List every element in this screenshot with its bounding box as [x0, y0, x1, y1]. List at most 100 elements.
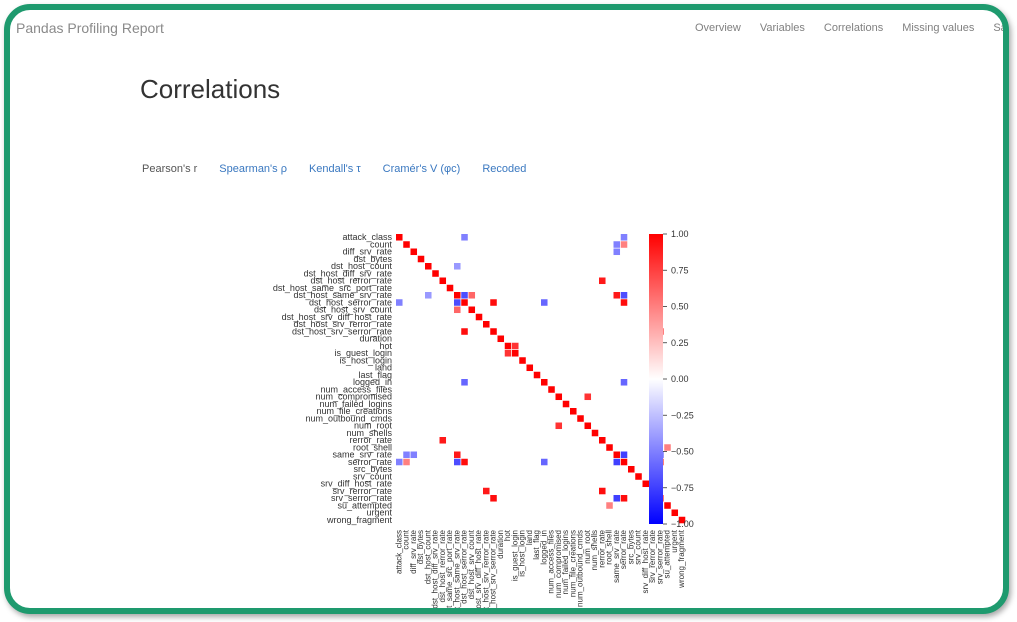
x-tick-label: diff_srv_rate — [409, 529, 418, 573]
heatmap-cell — [620, 458, 628, 466]
y-tick-label: num_root — [354, 421, 393, 431]
heatmap-cell — [410, 451, 418, 459]
heatmap-cell — [541, 299, 548, 306]
heatmap-cell — [490, 328, 497, 335]
colorbar-tick-label: −1.00 — [671, 519, 694, 529]
x-tick-label: same_srv_rate — [612, 529, 621, 582]
tab-cramers-v[interactable]: Cramér's V (φc) — [382, 163, 461, 175]
heatmap-cell — [613, 495, 621, 502]
heatmap-cell — [461, 458, 468, 466]
heatmap-cell — [642, 480, 650, 488]
x-tick-label: hot — [503, 529, 512, 541]
heatmap-cell — [396, 458, 403, 466]
y-tick-label: is_host_login — [339, 355, 392, 365]
tab-spearman[interactable]: Spearman's ρ — [219, 163, 287, 175]
correlation-heatmap: attack_classcountdiff_srv_ratedst_bytesd… — [273, 229, 694, 608]
x-tick-label: num_file_creations — [568, 530, 577, 597]
heatmap-cell — [504, 342, 512, 350]
x-tick-label: su_attempted — [663, 530, 672, 578]
y-tick-label: diff_srv_rate — [343, 247, 392, 257]
tab-pearson[interactable]: Pearson's r — [142, 163, 198, 175]
x-tick-label: is_host_login — [518, 530, 527, 577]
x-tick-label: count — [402, 529, 411, 549]
heatmap-cell — [613, 241, 621, 248]
heatmap-cell — [461, 328, 468, 335]
heatmap-cell — [439, 277, 447, 285]
heatmap-cell — [396, 234, 403, 241]
y-tick-label: is_guest_login — [334, 348, 392, 358]
y-tick-label: num_failed_logins — [319, 399, 392, 409]
heatmap-cell — [606, 444, 613, 451]
y-tick-label: dst_host_srv_count — [314, 305, 393, 315]
heatmap-cell — [620, 495, 628, 502]
heatmap-cell — [584, 393, 592, 401]
heatmap-cell — [620, 299, 628, 306]
nav-correlations[interactable]: Correlations — [823, 22, 884, 34]
x-tick-label: last_flag — [532, 530, 541, 560]
colorbar-tick-label: −0.75 — [671, 483, 694, 493]
heatmap-cell — [620, 379, 628, 386]
heatmap-cell — [555, 393, 563, 401]
heatmap-cell — [461, 379, 468, 386]
heatmap-cell — [490, 299, 497, 306]
heatmap-cell — [577, 415, 584, 422]
nav-overview[interactable]: Overview — [695, 22, 741, 34]
heatmap-cell — [403, 451, 410, 459]
x-tick-label: num_root — [583, 529, 592, 564]
heatmap-cell — [541, 379, 548, 386]
x-tick-label: duration — [496, 530, 505, 559]
brand-title[interactable]: Pandas Profiling Report — [16, 20, 164, 36]
nav-missing-values[interactable]: Missing values — [902, 22, 975, 34]
heatmap-cell — [454, 292, 461, 299]
heatmap-cell — [613, 292, 621, 299]
heatmap-cell — [526, 364, 534, 372]
y-tick-label: dst_host_srv_serror_rate — [292, 326, 392, 336]
x-tick-label: dst_bytes — [416, 530, 425, 564]
y-tick-label: num_access_files — [320, 384, 392, 394]
heatmap-cell — [483, 487, 490, 495]
y-tick-label: serror_rate — [348, 457, 392, 467]
tab-recoded[interactable]: Recoded — [482, 163, 527, 175]
nav-variables[interactable]: Variables — [759, 22, 805, 34]
x-tick-label: dst_host_serror_rate — [460, 529, 469, 603]
y-tick-label: dst_host_srv_rerror_rate — [293, 319, 392, 329]
x-tick-label: srv_count — [634, 529, 643, 564]
heatmap-cell — [613, 458, 621, 466]
x-tick-label: num_access_files — [547, 530, 556, 594]
colorbar-tick-label: 0.50 — [671, 302, 689, 312]
page-title: Correlations — [140, 74, 281, 104]
y-tick-label: dst_host_srv_diff_host_rate — [282, 312, 392, 322]
y-tick-label: dst_host_count — [331, 261, 393, 271]
x-tick-label: dst_host_same_srv_rate — [452, 529, 461, 608]
y-tick-label: hot — [379, 341, 392, 351]
heatmap-cell — [461, 234, 468, 241]
tab-kendall[interactable]: Kendall's τ — [308, 163, 361, 175]
y-tick-label: srv_rerror_rate — [332, 486, 392, 496]
y-tick-label: duration — [359, 334, 392, 344]
heatmap-cell — [417, 255, 425, 263]
y-tick-label: urgent — [366, 508, 392, 518]
heatmap-cell — [483, 321, 490, 328]
heatmap-cell — [620, 292, 628, 299]
heatmap-cell — [410, 248, 418, 256]
heatmap-cell — [548, 386, 555, 393]
heatmap-cell — [519, 357, 526, 364]
colorbar-tick-label: −0.25 — [671, 410, 694, 420]
x-tick-label: land — [525, 530, 534, 545]
y-tick-label: land — [375, 363, 392, 373]
top-navbar: Pandas Profiling Report Overview Variabl… — [10, 10, 1003, 50]
colorbar-tick-label: −0.50 — [671, 447, 694, 457]
y-tick-label: dst_host_same_src_port_rate — [273, 283, 392, 293]
x-tick-label: root_shell — [605, 530, 614, 565]
y-tick-label: srv_count — [353, 471, 393, 481]
colorbar — [649, 234, 663, 524]
x-tick-label: num_failed_logins — [561, 530, 570, 595]
heatmap-cell — [403, 458, 410, 466]
nav-sample[interactable]: Sample — [993, 22, 1007, 34]
heatmap-cell — [425, 292, 432, 299]
heatmap-cell — [671, 509, 679, 517]
y-tick-label: rerror_rate — [349, 435, 392, 445]
y-tick-label: srv_diff_host_rate — [321, 479, 392, 489]
x-tick-label: dst_host_rerror_rate — [438, 529, 447, 602]
heatmap-cell — [591, 429, 599, 437]
